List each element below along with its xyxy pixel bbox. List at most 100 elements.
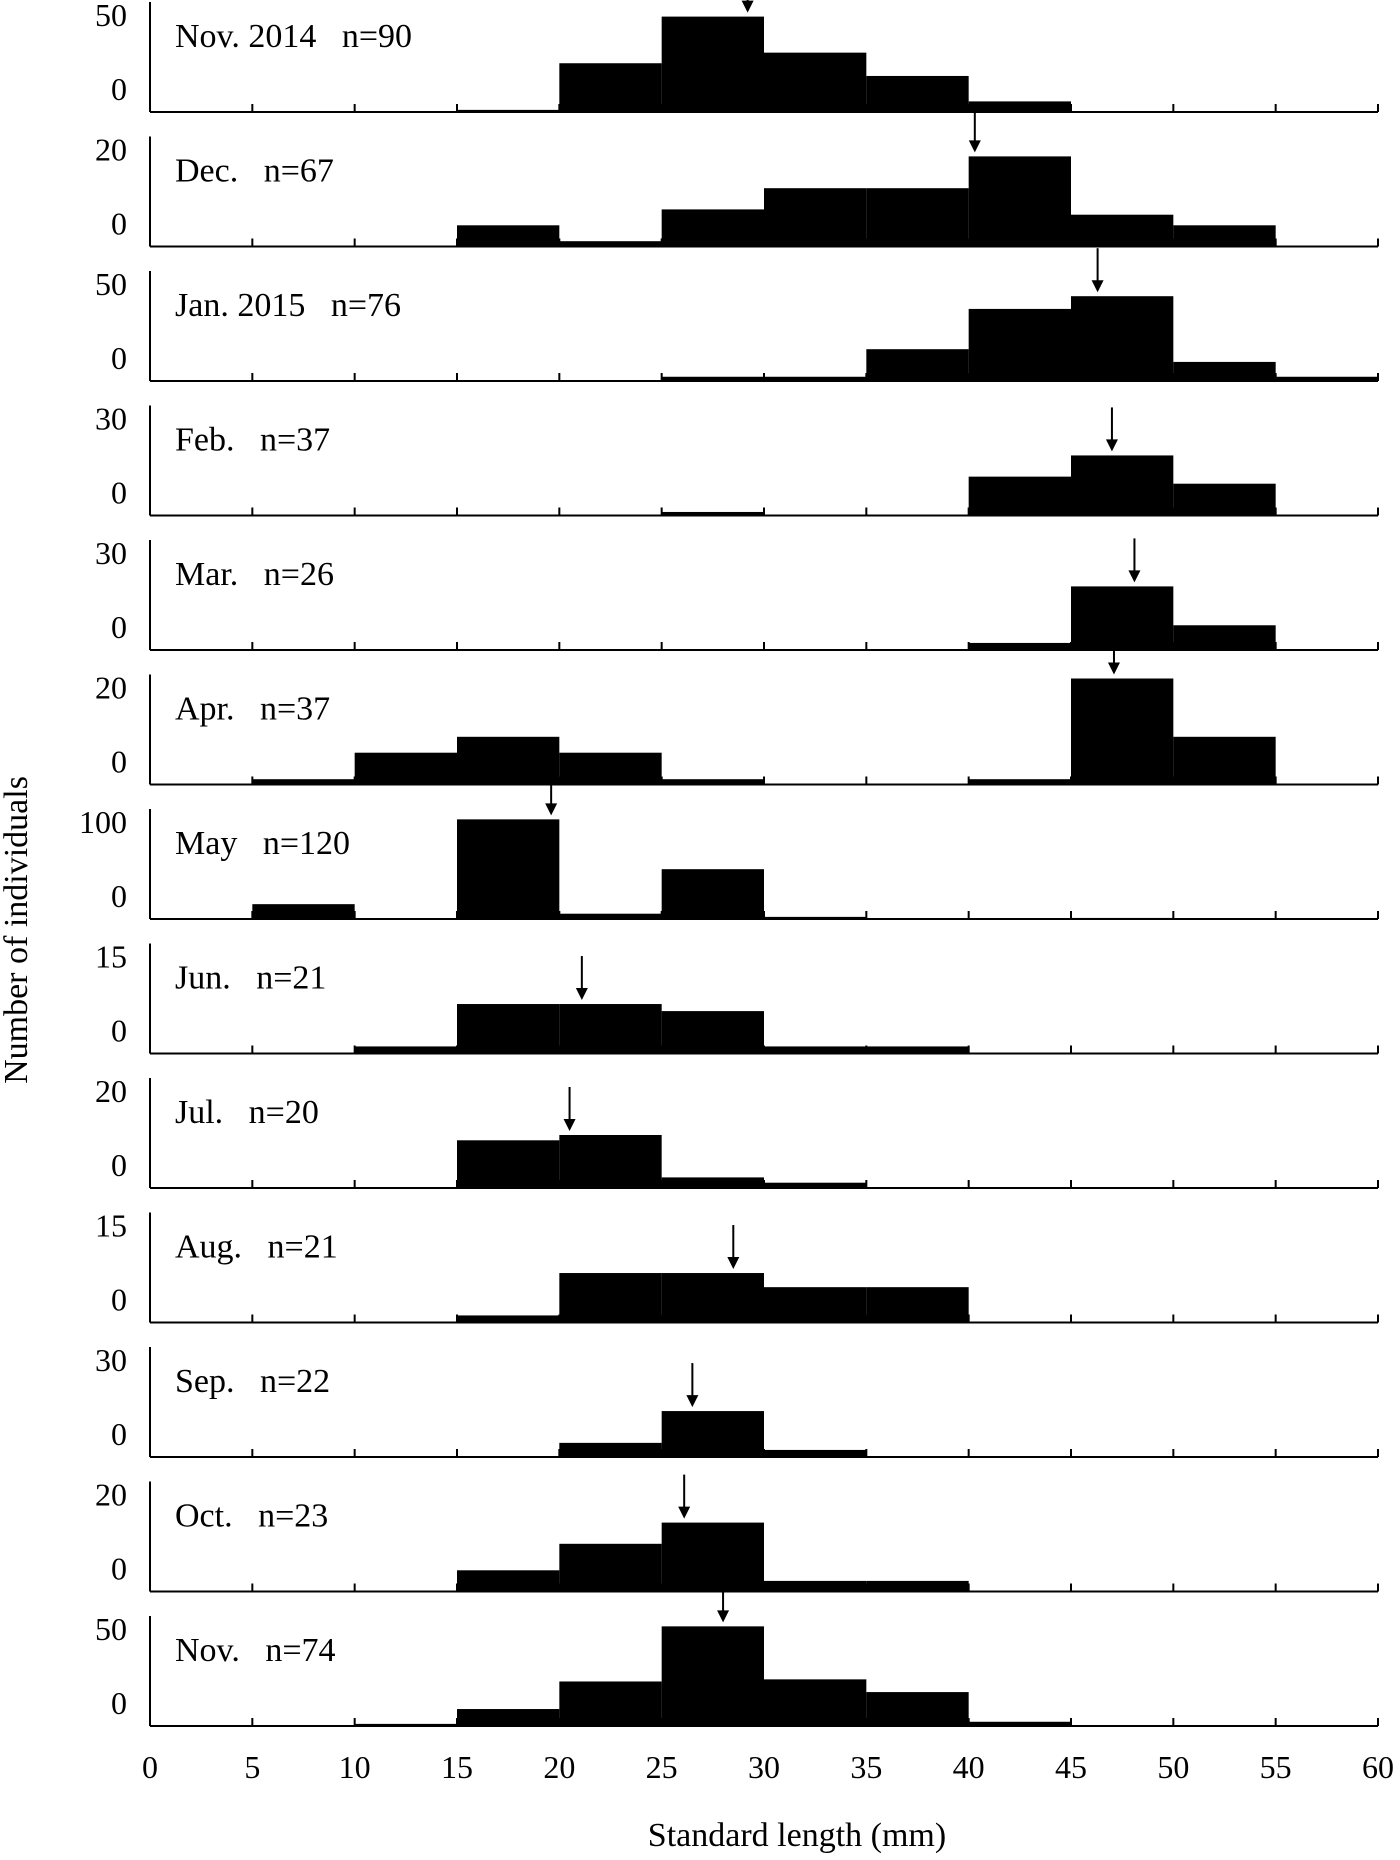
- y-tick-label: 0: [111, 206, 127, 242]
- panel-label: Nov. n=74: [175, 1632, 336, 1669]
- histogram-bar: [1173, 361, 1276, 381]
- y-tick-label: 20: [95, 1477, 127, 1513]
- panel-label: May n=120: [175, 825, 350, 862]
- histogram-bar: [559, 752, 662, 785]
- histogram-bar: [1071, 455, 1174, 516]
- histogram-panel: 20 0 Jul. n=20: [95, 1073, 1379, 1189]
- histogram-bar: [968, 156, 1071, 247]
- y-tick-label: 50: [95, 266, 127, 302]
- mean-arrow-head: [575, 988, 588, 1001]
- histogram-panel: 50 0 Nov. n=74: [95, 1578, 1379, 1727]
- histogram-bar: [1071, 586, 1174, 650]
- histogram-bar: [968, 476, 1071, 516]
- histogram-bar: [661, 1522, 764, 1592]
- y-tick-label: 20: [95, 670, 127, 706]
- histogram-bar: [457, 1140, 560, 1188]
- histogram-panel: 20 0 Apr. n=37: [95, 630, 1379, 786]
- y-axis-title: Number of individuals: [0, 776, 35, 1084]
- panel-label: Oct. n=23: [175, 1498, 328, 1535]
- histogram-bar: [1173, 483, 1276, 516]
- histogram-bar: [661, 511, 764, 516]
- histogram-bar: [252, 904, 355, 919]
- histogram-panel: 50 0 Nov. 2014 n=90: [95, 0, 1379, 113]
- histogram-bar: [968, 779, 1071, 785]
- x-tick-label: 55: [1260, 1749, 1292, 1785]
- histogram-bar: [559, 1681, 662, 1726]
- mean-arrow-head: [545, 803, 558, 816]
- mean-arrow-head: [1105, 439, 1118, 452]
- histogram-bar: [661, 209, 764, 247]
- histogram-bar: [661, 376, 764, 381]
- histogram-bar: [457, 1004, 560, 1054]
- histogram-bar: [866, 1287, 969, 1323]
- histogram-panel: 30 0 Sep. n=22: [95, 1342, 1379, 1458]
- x-tick-label: 60: [1362, 1749, 1394, 1785]
- histogram-bar: [866, 1580, 969, 1592]
- x-tick-label: 45: [1055, 1749, 1087, 1785]
- y-tick-label: 0: [111, 1013, 127, 1049]
- histogram-bar: [457, 736, 560, 785]
- x-tick-label: 20: [543, 1749, 575, 1785]
- y-tick-label: 30: [95, 401, 127, 437]
- x-tick-label: 0: [142, 1749, 158, 1785]
- y-tick-label: 0: [111, 1147, 127, 1183]
- histogram-bar: [354, 752, 457, 785]
- x-tick-label: 15: [441, 1749, 473, 1785]
- mean-arrow-head: [741, 0, 754, 13]
- histogram-bar: [661, 779, 764, 785]
- histogram-bar: [866, 349, 969, 381]
- histogram-bar: [1173, 225, 1276, 247]
- histogram-bar: [968, 101, 1071, 112]
- panel-label: Sep. n=22: [175, 1363, 330, 1400]
- panel-label: Aug. n=21: [175, 1229, 338, 1266]
- histogram-bar: [661, 869, 764, 919]
- histogram-bar: [764, 1182, 867, 1188]
- x-tick-label: 10: [339, 1749, 371, 1785]
- y-tick-label: 0: [111, 340, 127, 376]
- histogram-bar: [661, 1011, 764, 1054]
- histogram-bar: [559, 913, 662, 919]
- histogram-panel: 30 0 Mar. n=26: [95, 535, 1379, 651]
- y-tick-label: 100: [79, 804, 127, 840]
- histogram-panel: 20 0 Oct. n=23: [95, 1474, 1379, 1593]
- mean-arrow-head: [563, 1119, 576, 1131]
- histogram-bar: [252, 779, 355, 785]
- mean-arrow-head: [1128, 570, 1141, 583]
- y-tick-label: 15: [95, 939, 127, 975]
- histogram-bar: [764, 52, 867, 112]
- histogram-bar: [559, 1273, 662, 1323]
- y-tick-label: 0: [111, 475, 127, 511]
- histogram-bar: [661, 16, 764, 113]
- y-tick-label: 0: [111, 1282, 127, 1318]
- histogram-bar: [866, 188, 969, 247]
- histogram-panel: 15 0 Aug. n=21: [95, 1208, 1379, 1324]
- mean-arrow-head: [727, 1257, 740, 1270]
- y-tick-label: 30: [95, 535, 127, 571]
- histogram-bar: [1173, 625, 1276, 650]
- histogram-panel: 30 0 Feb. n=37: [95, 401, 1379, 517]
- mean-arrow-head: [717, 1610, 730, 1623]
- histogram-bar: [661, 1177, 764, 1188]
- y-tick-label: 20: [95, 132, 127, 168]
- x-tick-label: 50: [1157, 1749, 1189, 1785]
- histogram-bar: [457, 109, 560, 112]
- histogram-bar: [354, 1723, 457, 1726]
- histogram-bar: [661, 1273, 764, 1323]
- histogram-bar: [764, 1580, 867, 1592]
- y-tick-label: 0: [111, 744, 127, 780]
- mean-arrow-head: [1107, 662, 1120, 675]
- x-tick-label: 5: [244, 1749, 260, 1785]
- histogram-bar: [866, 75, 969, 112]
- histogram-bar: [968, 1721, 1071, 1726]
- y-tick-label: 50: [95, 0, 127, 33]
- y-tick-label: 20: [95, 1073, 127, 1109]
- histogram-bar: [559, 1004, 662, 1054]
- histogram-bar: [866, 1692, 969, 1726]
- histogram-bar: [559, 1135, 662, 1188]
- histogram-bar: [1071, 214, 1174, 247]
- histogram-bar: [661, 1626, 764, 1726]
- histogram-bar: [764, 1287, 867, 1323]
- mean-arrow-head: [678, 1506, 691, 1519]
- panel-label: Jan. 2015 n=76: [175, 287, 401, 324]
